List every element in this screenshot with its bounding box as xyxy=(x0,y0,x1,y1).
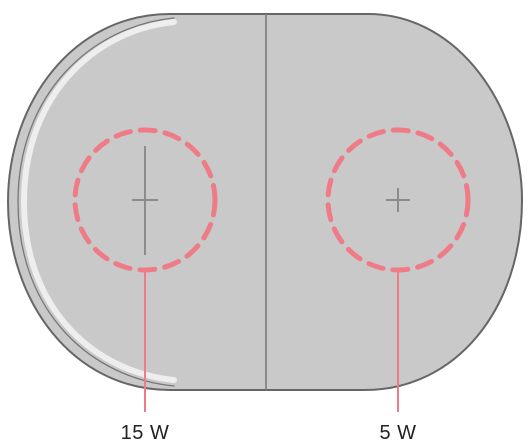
charging-pad-body xyxy=(6,13,524,391)
pad-edge-highlight xyxy=(20,19,177,383)
charging-zone-15w xyxy=(72,127,218,412)
pad-edge-outline xyxy=(17,17,175,387)
zone-label-15w: 15 W xyxy=(121,422,170,444)
charging-zone-5w xyxy=(325,127,471,412)
zone-label-5w: 5 W xyxy=(379,422,416,444)
